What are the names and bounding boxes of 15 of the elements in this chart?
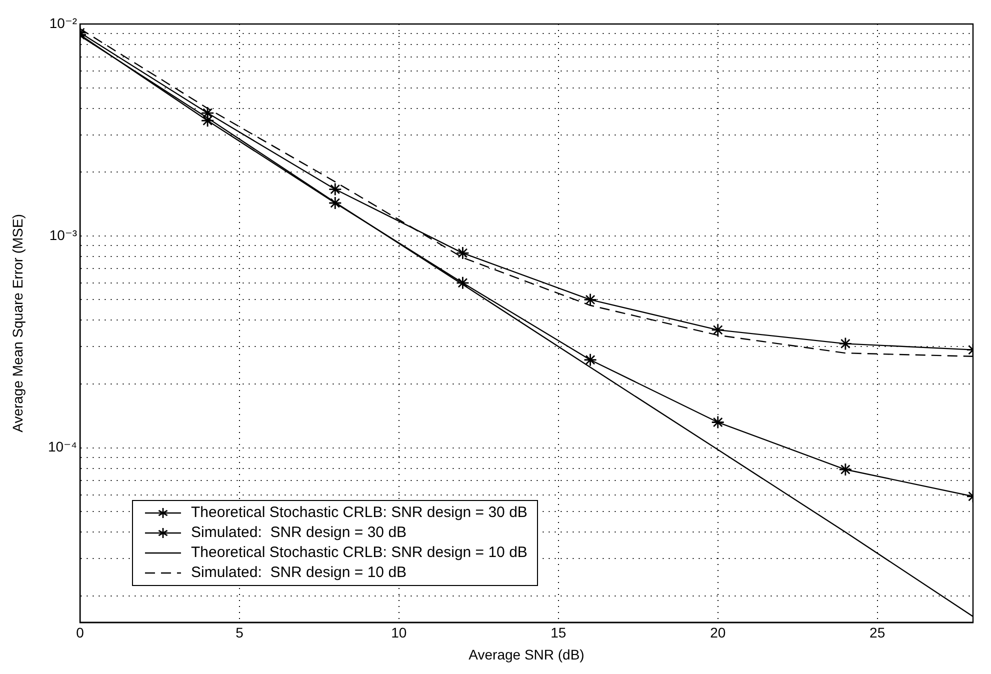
x-tick-label: 20	[710, 624, 726, 641]
x-tick-label: 5	[236, 624, 244, 641]
x-tick-label: 15	[550, 624, 566, 641]
legend-label: Simulated: SNR design = 30 dB	[191, 523, 407, 543]
legend-label: Theoretical Stochastic CRLB: SNR design = 10 dB	[191, 543, 528, 563]
y-tick-label: 10⁻⁴	[48, 438, 77, 455]
y-tick-label: 10⁻³	[49, 226, 78, 243]
legend-label: Theoretical Stochastic CRLB: SNR design = 30 dB	[191, 503, 528, 523]
x-tick-label: 10	[391, 624, 407, 641]
y-tick-label: 10⁻²	[49, 14, 78, 31]
x-tick-label: 25	[870, 624, 886, 641]
y-axis-title: Average Mean Square Error (MSE)	[9, 214, 26, 432]
x-axis-title: Average SNR (dB)	[468, 646, 584, 662]
legend-label: Simulated: SNR design = 10 dB	[191, 563, 407, 583]
x-tick-label: 0	[76, 624, 84, 641]
